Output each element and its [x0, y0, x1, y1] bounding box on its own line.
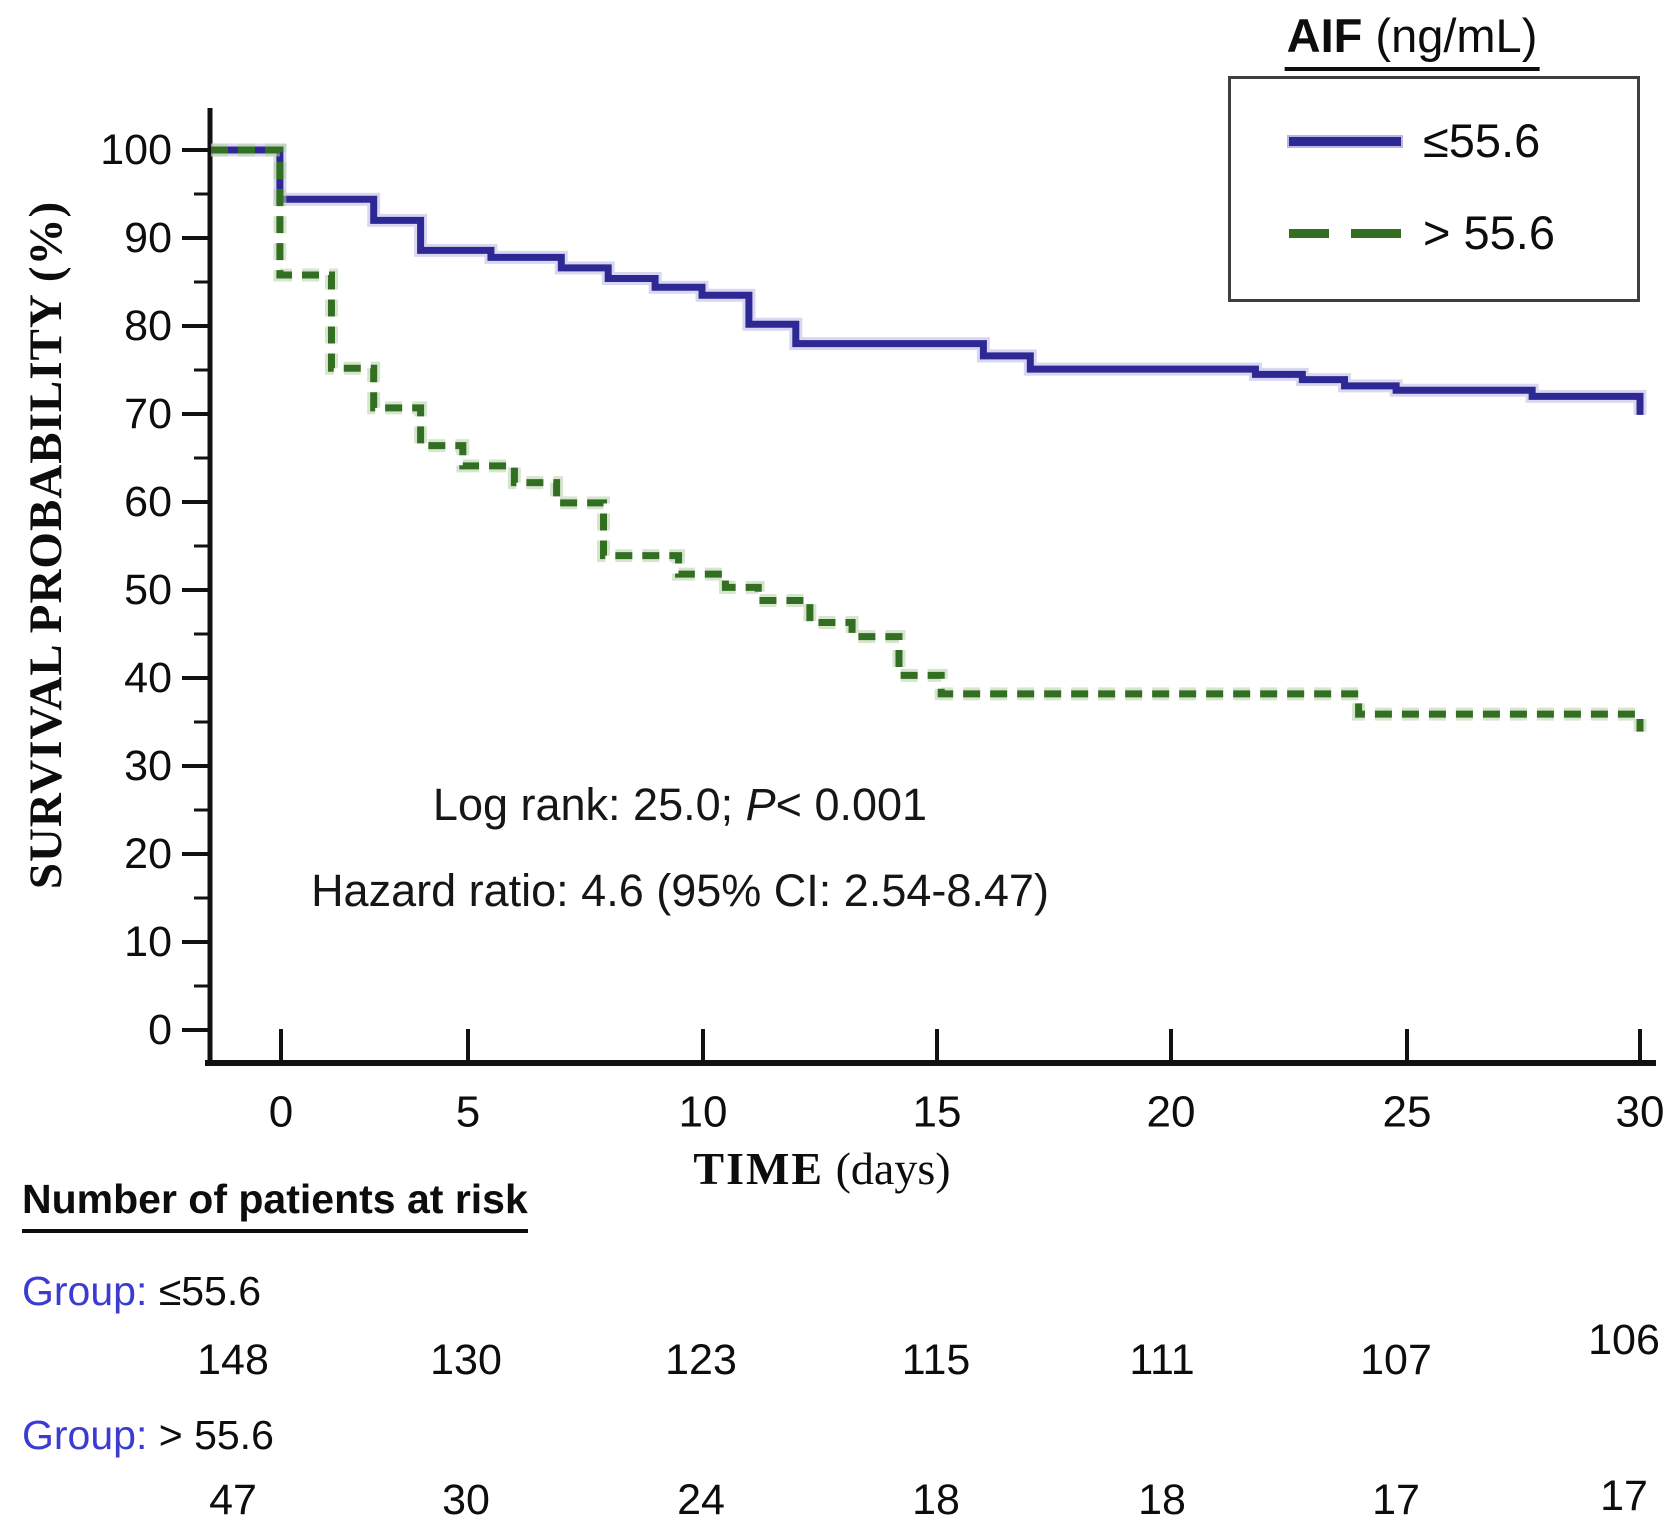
legend: ≤55.6 > 55.6 [1228, 76, 1640, 302]
at-risk-count: 107 [1360, 1336, 1432, 1384]
at-risk-count: 106 [1588, 1316, 1660, 1364]
legend-entry-gt55: > 55.6 [1231, 203, 1637, 263]
legend-title: AIF (ng/mL) [1284, 8, 1540, 71]
at-risk-count: 123 [665, 1336, 737, 1384]
at-risk-count: 18 [1138, 1476, 1186, 1521]
y-tick-label: 0 [148, 1006, 172, 1054]
hazard-ratio-line: Hazard ratio: 4.6 (95% CI: 2.54-8.47) [311, 864, 1049, 916]
y-axis-title: SURVIVAL PROBABILITY (%) [20, 200, 72, 890]
at-risk-group-le55-label: Group: ≤55.6 [22, 1268, 262, 1314]
x-axis-title: TIME (days) [693, 1142, 950, 1195]
x-tick-label: 20 [1147, 1088, 1196, 1137]
at-risk-count: 17 [1600, 1472, 1648, 1520]
x-tick-label: 0 [269, 1088, 293, 1137]
y-tick-label: 20 [124, 830, 172, 878]
stats-annotation: Log rank: 25.0; P< 0.001 Hazard ratio: 4… [240, 762, 1120, 933]
x-tick-label: 5 [456, 1088, 480, 1137]
at-risk-count: 30 [442, 1476, 490, 1521]
x-tick-label: 10 [679, 1088, 728, 1137]
legend-label-le55: ≤55.6 [1423, 114, 1541, 167]
legend-title-rest: (ng/mL) [1362, 9, 1538, 62]
y-tick-label: 80 [124, 302, 172, 350]
at-risk-count: 130 [430, 1336, 502, 1384]
y-tick-label: 100 [100, 126, 172, 174]
at-risk-count: 18 [912, 1476, 960, 1521]
x-tick-label: 30 [1616, 1088, 1665, 1137]
legend-label-gt55: > 55.6 [1423, 206, 1555, 259]
y-tick-label: 90 [124, 214, 172, 262]
at-risk-count: 115 [901, 1336, 971, 1384]
at-risk-count: 111 [1129, 1336, 1195, 1384]
x-axis-title-rest: (days) [824, 1143, 951, 1194]
p-value-symbol: P [745, 779, 776, 830]
y-tick-label: 70 [124, 390, 172, 438]
legend-title-bold: AIF [1286, 9, 1363, 62]
y-tick-label: 50 [124, 566, 172, 614]
y-tick-label: 60 [124, 478, 172, 526]
y-tick-label: 40 [124, 654, 172, 702]
km-curve-le55 [211, 146, 1644, 415]
at-risk-count: 47 [209, 1476, 257, 1521]
km-curve-gt55 [211, 146, 1644, 732]
at-risk-count: 148 [197, 1336, 269, 1384]
x-axis-title-bold: TIME [693, 1143, 825, 1194]
y-tick-label: 10 [124, 918, 172, 966]
legend-swatch-dashed-green-line [1289, 229, 1401, 238]
x-tick-label: 15 [913, 1088, 962, 1137]
at-risk-group-gt55-label: Group: > 55.6 [22, 1412, 274, 1458]
at-risk-heading: Number of patients at risk [22, 1176, 528, 1233]
at-risk-count: 24 [677, 1476, 725, 1521]
legend-swatch-solid-blue-line [1289, 137, 1401, 146]
log-rank-line: Log rank: 25.0; P< 0.001 [432, 779, 928, 830]
x-tick-label: 25 [1383, 1088, 1432, 1137]
at-risk-count: 17 [1372, 1476, 1420, 1521]
y-tick-label: 30 [124, 742, 172, 790]
legend-entry-le55: ≤55.6 [1231, 111, 1637, 171]
